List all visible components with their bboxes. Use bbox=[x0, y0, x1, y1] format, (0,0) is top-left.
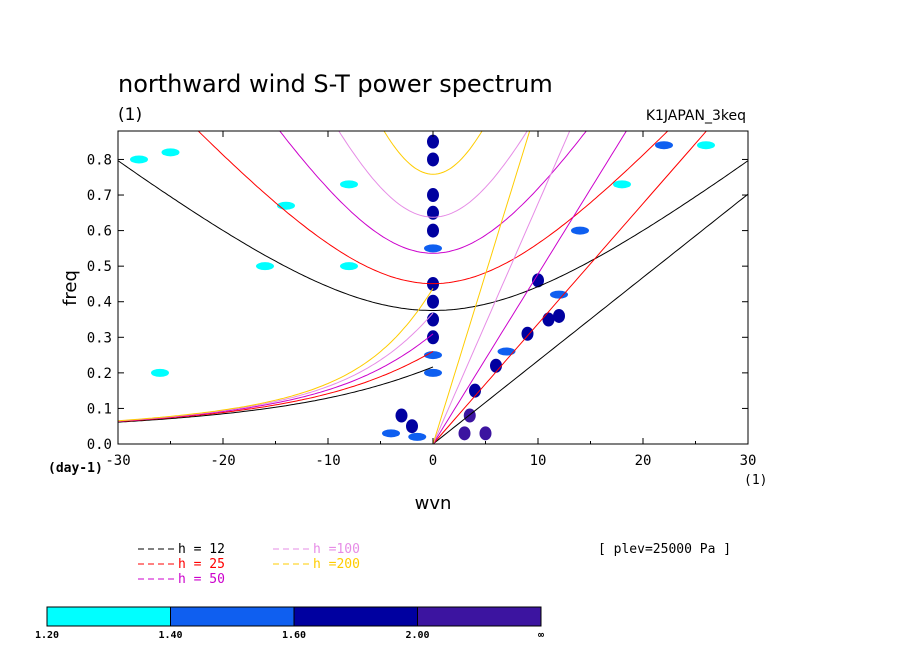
power-blob bbox=[340, 180, 358, 189]
dispersion-curve bbox=[432, 131, 571, 444]
power-blob bbox=[382, 429, 400, 438]
power-blob bbox=[613, 180, 631, 189]
dispersion-curve bbox=[432, 131, 708, 444]
power-blob bbox=[571, 226, 589, 235]
colorbar-label: 2.00 bbox=[405, 630, 429, 641]
power-blob bbox=[427, 312, 439, 327]
y-tick-label: 0.5 bbox=[87, 259, 112, 275]
power-blob bbox=[497, 347, 516, 356]
dispersion-curve bbox=[432, 131, 627, 444]
power-blob bbox=[427, 294, 439, 309]
dispersion-curve bbox=[432, 131, 531, 444]
dispersion-curve bbox=[118, 288, 434, 422]
colorbar-label: 1.20 bbox=[35, 630, 59, 641]
x-axis-label: wvn bbox=[415, 493, 452, 514]
legend-label: h =200 bbox=[313, 557, 360, 572]
y-tick-label: 0.3 bbox=[87, 330, 112, 346]
dispersion-curves bbox=[118, 131, 748, 444]
power-blob bbox=[427, 205, 439, 220]
power-blob bbox=[490, 358, 502, 373]
dispersion-curve bbox=[279, 131, 587, 254]
y-tick-label: 0.6 bbox=[87, 224, 112, 240]
y-tick-label: 0.4 bbox=[87, 295, 112, 311]
colorbar-swatch bbox=[417, 606, 542, 627]
power-blob bbox=[408, 432, 427, 441]
y-tick-label: 0.7 bbox=[87, 188, 112, 204]
power-blob bbox=[427, 188, 439, 203]
y-axis: 0.0 0.1 0.2 0.3 0.4 0.5 0.6 0.7 0.8 bbox=[87, 152, 748, 453]
y-tick-label: 0.0 bbox=[87, 437, 112, 453]
power-blob bbox=[151, 368, 169, 377]
dispersion-curve bbox=[432, 193, 748, 444]
power-blob bbox=[395, 408, 408, 423]
power-blob bbox=[424, 244, 442, 253]
chart-subtitle-left: (1) bbox=[118, 105, 142, 125]
power-blob bbox=[161, 148, 180, 157]
x-tick-label: -20 bbox=[210, 453, 235, 469]
dispersion-curve bbox=[118, 160, 748, 311]
power-blob bbox=[521, 326, 534, 341]
x-tick-label: 10 bbox=[530, 453, 547, 469]
colorbar-label: ∞ bbox=[538, 630, 544, 641]
level-info: [ plev=25000 Pa ] bbox=[598, 542, 731, 557]
legend-label: h =100 bbox=[313, 542, 360, 557]
colorbar-swatch bbox=[46, 606, 171, 627]
power-blob bbox=[542, 312, 555, 327]
power-blob bbox=[427, 223, 439, 238]
dispersion-curve bbox=[118, 350, 434, 423]
power-blob bbox=[532, 273, 544, 288]
power-blob bbox=[655, 141, 673, 150]
legend-label: h = 50 bbox=[178, 572, 225, 587]
chart-subtitle-right: K1JAPAN_3keq bbox=[646, 108, 746, 124]
power-blob bbox=[340, 262, 358, 271]
power-contours bbox=[130, 134, 715, 441]
power-blob bbox=[553, 308, 565, 323]
power-blob bbox=[424, 368, 442, 377]
colorbar-label: 1.60 bbox=[282, 630, 306, 641]
power-blob bbox=[458, 426, 471, 441]
colorbar: 1.20 1.40 1.60 2.00 ∞ bbox=[35, 606, 544, 641]
power-blob bbox=[463, 408, 476, 423]
power-blob bbox=[479, 426, 492, 441]
power-blob bbox=[697, 141, 715, 150]
power-blob bbox=[424, 351, 442, 360]
legend-label: h = 12 bbox=[178, 542, 225, 557]
x-tick-label: 30 bbox=[740, 453, 757, 469]
dispersion-curve bbox=[338, 131, 528, 218]
chart-title: northward wind S-T power spectrum bbox=[118, 70, 553, 98]
x-unit-label: (1) bbox=[744, 473, 767, 488]
power-blob bbox=[427, 330, 439, 345]
legend-label: h = 25 bbox=[178, 557, 225, 572]
colorbar-swatch bbox=[293, 606, 418, 627]
power-blob bbox=[130, 155, 148, 164]
power-blob bbox=[427, 152, 439, 167]
x-tick-label: 0 bbox=[429, 453, 437, 469]
y-axis-label: freq bbox=[60, 270, 81, 306]
y-tick-label: 0.2 bbox=[87, 366, 112, 382]
x-tick-label: -30 bbox=[105, 453, 130, 469]
colorbar-label: 1.40 bbox=[158, 630, 182, 641]
x-axis: -30 -20 -10 0 10 20 30 bbox=[105, 131, 756, 469]
x-tick-label: -10 bbox=[315, 453, 340, 469]
colorbar-swatch bbox=[170, 606, 295, 627]
y-unit-label: (day-1) bbox=[48, 461, 103, 476]
power-blob bbox=[469, 383, 481, 398]
y-tick-label: 0.8 bbox=[87, 152, 112, 168]
power-blob bbox=[427, 134, 439, 149]
y-tick-label: 0.1 bbox=[87, 401, 112, 417]
dispersion-curve bbox=[118, 366, 434, 423]
power-blob bbox=[550, 290, 568, 299]
power-blob bbox=[406, 419, 418, 434]
dispersion-curve bbox=[197, 131, 669, 285]
power-blob bbox=[256, 262, 274, 271]
dispersion-curve bbox=[383, 131, 483, 175]
x-tick-label: 20 bbox=[635, 453, 652, 469]
